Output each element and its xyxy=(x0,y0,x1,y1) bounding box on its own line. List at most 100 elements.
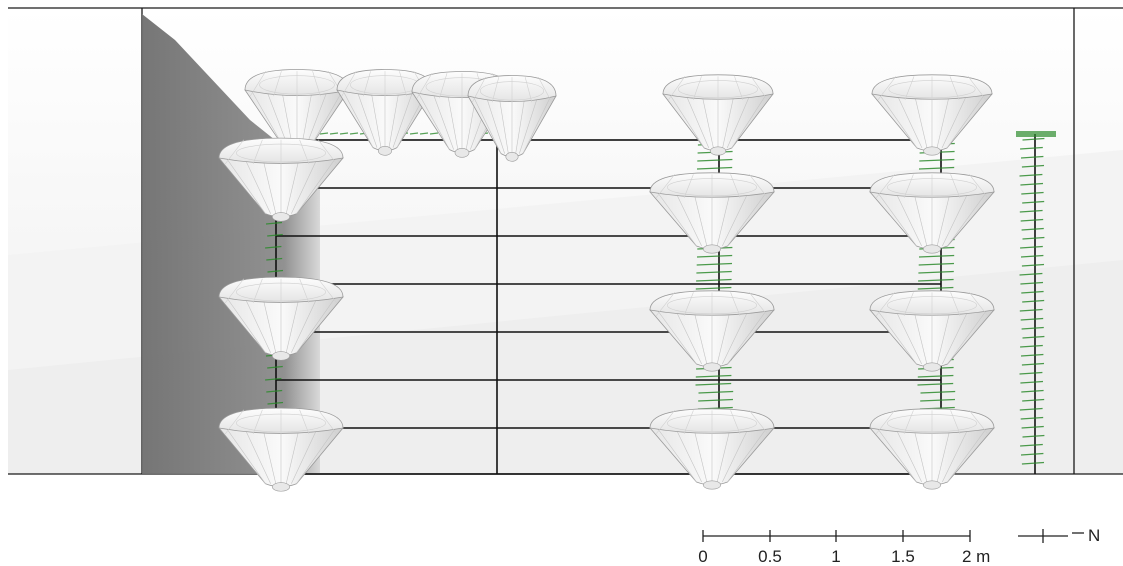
vine-leaf xyxy=(698,390,734,394)
canopy-facet xyxy=(296,427,336,484)
vine-leaf xyxy=(917,374,954,378)
canopy-facet xyxy=(226,296,266,353)
canopy-tip xyxy=(272,351,290,361)
vine-leaf xyxy=(1020,443,1043,447)
north-label: N xyxy=(1088,526,1100,545)
canopy-facet xyxy=(262,157,277,214)
canopy-tip xyxy=(505,152,519,162)
canopy-facet xyxy=(693,191,708,247)
canopy-group xyxy=(218,69,995,492)
vine-leaf xyxy=(1022,236,1045,240)
canopy-8 xyxy=(649,172,775,254)
canopy-cap-rib xyxy=(683,174,694,198)
vine-leaf xyxy=(918,270,954,274)
canopy-cap-rib xyxy=(875,292,896,316)
canopy-tip xyxy=(709,146,726,156)
canopy-tip xyxy=(923,480,941,490)
vine-leaf xyxy=(696,254,733,258)
canopy-facet xyxy=(942,309,969,365)
vine-leaf xyxy=(265,221,283,225)
canopy-cap-rib xyxy=(341,71,357,97)
canopy-facet xyxy=(392,89,414,148)
canopy-cap-rib xyxy=(491,77,500,103)
canopy-facet xyxy=(727,427,767,483)
canopy-facet xyxy=(914,93,928,149)
canopy-facet xyxy=(895,191,922,247)
vine-leaf xyxy=(918,262,955,266)
canopy-facet xyxy=(285,157,300,214)
vine-leaf xyxy=(1020,254,1044,258)
canopy-cap-rib xyxy=(968,410,989,434)
canopy-cap-rib xyxy=(903,174,914,198)
canopy-13 xyxy=(869,290,995,372)
canopy-cap-rib xyxy=(877,76,897,100)
canopy-facet xyxy=(485,95,505,154)
canopy-facet xyxy=(657,427,697,483)
canopy-cap-rib xyxy=(249,70,267,97)
canopy-cap-rib xyxy=(730,174,741,198)
vine-leaf xyxy=(1019,371,1043,375)
canopy-facet xyxy=(417,91,450,150)
canopy-tip xyxy=(923,146,941,156)
vine-leaf xyxy=(1021,290,1044,294)
canopy-cap-rib xyxy=(904,76,915,100)
canopy-cap-rib xyxy=(950,410,961,434)
canopy-facet xyxy=(498,95,509,154)
vine-leaf xyxy=(1020,218,1044,222)
canopy-cap-rib xyxy=(734,76,744,100)
canopy-tip xyxy=(703,244,721,254)
vine-leaf xyxy=(267,269,284,273)
canopy-facet xyxy=(296,157,336,214)
canopy-cap-rib xyxy=(748,174,769,198)
canopy-tip xyxy=(272,212,290,222)
canopy-facet xyxy=(446,91,459,150)
canopy-facet xyxy=(722,191,749,247)
vine-leaf xyxy=(1020,416,1044,420)
canopy-cap-rib xyxy=(416,73,433,99)
vine-leaf xyxy=(1020,281,1044,285)
vine-leaf xyxy=(319,132,329,135)
canopy-facet xyxy=(895,309,922,365)
canopy-facet xyxy=(226,157,266,214)
canopy-facet xyxy=(693,427,708,483)
canopy-6 xyxy=(218,407,344,492)
vine-leaf xyxy=(339,132,349,135)
canopy-facet xyxy=(936,309,951,365)
canopy-facet xyxy=(913,427,928,483)
canopy-cap-rib xyxy=(750,76,768,100)
vine-leaf xyxy=(1020,452,1044,456)
canopy-cap-rib xyxy=(655,410,676,434)
vine-leaf xyxy=(1021,326,1044,330)
canopy-cap-rib xyxy=(903,292,914,316)
canopy-facet xyxy=(896,93,923,149)
canopy-facet xyxy=(947,191,987,247)
canopy-cap-rib xyxy=(875,410,896,434)
canopy-facet xyxy=(936,93,950,149)
vine-leaf xyxy=(1019,209,1043,213)
canopy-cap-rib xyxy=(692,76,702,100)
canopy-5 xyxy=(218,276,344,361)
vine-leaf xyxy=(1022,398,1045,402)
canopy-facet xyxy=(472,95,502,154)
vine-leaf xyxy=(696,270,732,274)
canopy-facet xyxy=(947,427,987,483)
canopy-cap-rib xyxy=(273,71,282,97)
canopy-facet xyxy=(244,157,271,214)
canopy-1 xyxy=(336,69,434,156)
vine-leaf xyxy=(919,158,955,162)
vine-leaf xyxy=(1021,425,1044,429)
canopy-facet xyxy=(675,191,702,247)
north-arrow: N xyxy=(1018,526,1100,545)
canopy-facet xyxy=(515,95,526,154)
canopy-cap-rib xyxy=(968,174,989,198)
canopy-cap-rib xyxy=(224,409,245,435)
canopy-cap-rib xyxy=(317,139,338,165)
canopy-facet xyxy=(941,93,968,149)
canopy-facet xyxy=(356,89,378,148)
canopy-cap-rib xyxy=(317,409,338,435)
canopy-facet xyxy=(262,427,277,484)
canopy-12 xyxy=(869,172,995,254)
canopy-facet xyxy=(388,89,400,148)
vine-leaf xyxy=(1020,344,1043,348)
